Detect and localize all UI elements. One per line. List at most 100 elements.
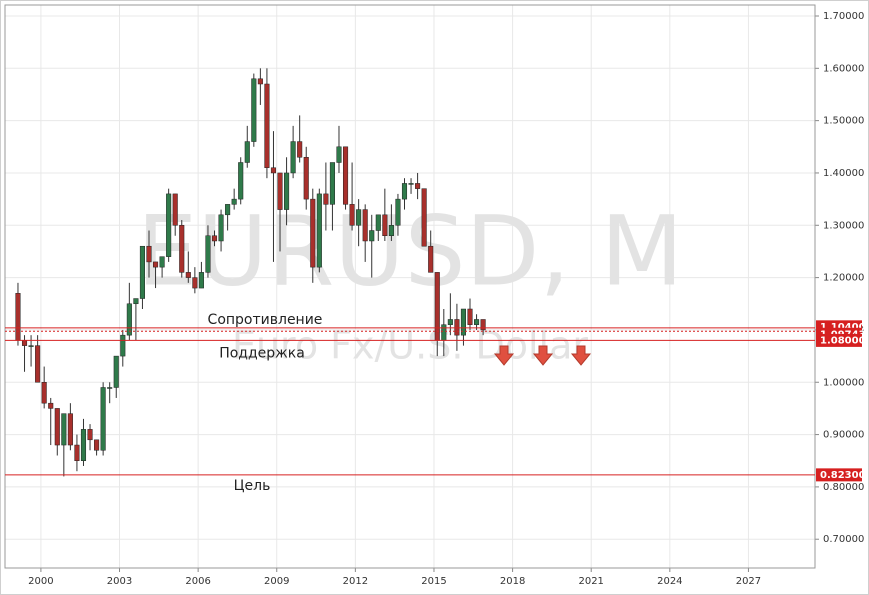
candle-body [153, 261, 159, 268]
x-tick-label: 2021 [578, 576, 603, 587]
down-arrow [493, 345, 515, 366]
candle-body [35, 345, 41, 383]
x-tick-label: 2027 [736, 576, 761, 587]
candle-body [107, 387, 113, 389]
candle-body [28, 345, 34, 347]
candle-body [94, 439, 100, 451]
candle-body [264, 83, 270, 168]
candle-body [415, 183, 421, 189]
candle-body [172, 193, 178, 226]
candle-body [342, 146, 349, 205]
candle-body [251, 78, 257, 142]
candle-body [74, 444, 80, 461]
candle-body [159, 256, 165, 268]
candle-body [428, 245, 434, 273]
level-text: Поддержка [219, 345, 305, 361]
candle-body [67, 413, 73, 446]
level-text: Сопротивление [208, 312, 323, 328]
candle-body [198, 272, 204, 289]
candle-body [146, 245, 152, 263]
candle-body [480, 319, 486, 331]
x-tick-label: 2000 [28, 576, 53, 587]
x-tick-label: 2009 [264, 576, 289, 587]
candle-body [179, 225, 185, 273]
candle-body [48, 402, 54, 409]
candle-body [290, 141, 296, 174]
candle-body [362, 209, 368, 242]
level-text: Цель [234, 478, 271, 494]
y-tick-label: 0.90000 [823, 430, 864, 441]
candle-body [454, 319, 460, 336]
candle-body [460, 308, 467, 336]
y-tick-label: 1.30000 [823, 220, 864, 231]
candle-body [303, 157, 309, 200]
level-label-box [816, 468, 862, 482]
candle-body [395, 198, 401, 226]
candle-body [270, 167, 277, 174]
candle-body [54, 408, 60, 446]
candle-body [80, 429, 87, 461]
candle-body [257, 78, 263, 85]
candle-body [41, 382, 47, 404]
candle-body [349, 204, 355, 226]
candle-body [238, 162, 244, 200]
candle-body [474, 319, 480, 325]
candle-body [467, 308, 473, 325]
level-label: 1.10400 [820, 322, 866, 333]
candle-body [185, 272, 191, 278]
candle-body [225, 204, 231, 216]
watermark-title: EURUSD, M [137, 195, 684, 307]
candle-body [231, 198, 237, 205]
watermark: EURUSD, M Euro Fx/U.S. Dollar [137, 195, 684, 367]
candle-body [388, 225, 394, 236]
candle-body [408, 183, 414, 185]
candle-body [126, 303, 132, 336]
candle-body [401, 183, 408, 200]
candle-body [434, 272, 440, 341]
candle-body [166, 193, 172, 257]
arrows [493, 345, 592, 366]
candle-body [421, 188, 427, 247]
candle-body [244, 141, 250, 163]
y-tick-label: 0.70000 [823, 534, 864, 545]
candle-body [323, 193, 329, 205]
candle-body [356, 209, 362, 226]
candle-body [369, 230, 375, 242]
x-tick-label: 2003 [107, 576, 132, 587]
candle-body [329, 162, 335, 205]
candle-body [113, 355, 119, 388]
candle-body [284, 172, 290, 210]
candle-body [447, 319, 453, 325]
candle-body [382, 214, 388, 236]
level-label: 0.82300 [820, 470, 866, 481]
candle-body [15, 293, 21, 341]
down-arrow [532, 345, 554, 366]
y-tick-label: 1.60000 [823, 63, 864, 74]
y-tick-label: 0.80000 [823, 482, 864, 493]
candle-body [120, 334, 126, 357]
candle-body [100, 387, 106, 451]
candle-body [277, 172, 283, 210]
candle-body [133, 298, 139, 305]
candle-body [375, 214, 381, 231]
candle-body [61, 413, 67, 446]
candle-body [21, 340, 28, 346]
x-tick-label: 2006 [185, 576, 210, 587]
x-tick-label: 2024 [657, 576, 682, 587]
x-tick-label: 2015 [421, 576, 446, 587]
candle-body [310, 198, 316, 268]
y-tick-label: 1.00000 [823, 377, 864, 388]
candle-body [218, 214, 224, 242]
x-tick-label: 2018 [500, 576, 525, 587]
candle-body [336, 146, 342, 163]
down-arrow [570, 345, 592, 366]
x-tick-label: 2012 [343, 576, 368, 587]
candle-body [211, 235, 218, 242]
y-tick-label: 1.70000 [823, 11, 864, 22]
candle-body [205, 235, 211, 273]
candle-body [441, 324, 447, 341]
y-tick-label: 1.40000 [823, 168, 864, 179]
candle-body [316, 193, 322, 268]
